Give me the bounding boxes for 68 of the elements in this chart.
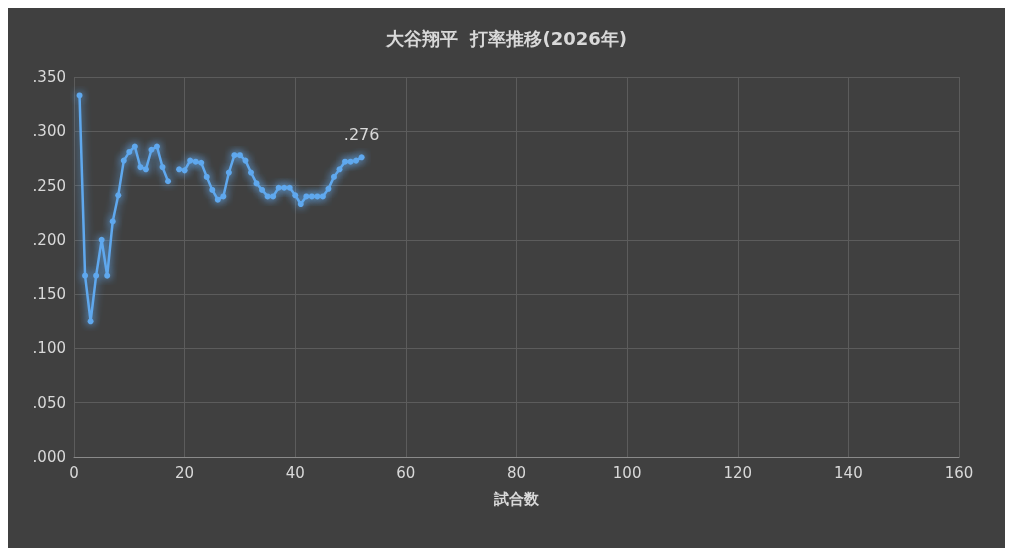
point (358, 154, 365, 161)
point (286, 184, 293, 191)
point (148, 146, 155, 153)
point (214, 196, 221, 203)
x-tick-label: 120 (723, 463, 753, 482)
point (281, 184, 288, 191)
point (275, 184, 282, 191)
point (336, 166, 343, 173)
y-tick-label: .050 (32, 393, 66, 412)
point (76, 92, 83, 99)
point (137, 164, 144, 171)
point (192, 158, 199, 165)
point (187, 157, 194, 164)
point (93, 272, 100, 279)
point (176, 166, 183, 173)
point (198, 159, 205, 166)
y-tick-label: .000 (32, 448, 66, 466)
x-tick-label: 0 (69, 463, 79, 482)
point (270, 193, 277, 200)
point (109, 218, 116, 225)
x-tick-label: 20 (175, 463, 195, 482)
point (98, 236, 105, 243)
y-tick-label: .350 (32, 68, 66, 86)
point (297, 201, 304, 208)
chart-title: 大谷翔平 打率推移(2026年) (384, 27, 628, 49)
point (131, 143, 138, 150)
point (342, 158, 349, 165)
point (248, 169, 254, 176)
point (120, 157, 127, 164)
point (209, 186, 216, 193)
point (292, 192, 299, 199)
point (308, 193, 315, 200)
point (353, 157, 360, 164)
point (181, 167, 188, 174)
point (126, 148, 133, 155)
point (242, 157, 249, 164)
y-tick-label: .100 (32, 339, 66, 358)
point (225, 169, 232, 176)
x-tick-label: 60 (396, 463, 416, 482)
x-tick-label: 160 (944, 463, 974, 482)
point (319, 193, 326, 200)
point (159, 164, 166, 171)
point (165, 178, 172, 185)
data-label: .276 (343, 124, 380, 144)
point (314, 193, 321, 200)
point (82, 272, 89, 279)
point (253, 180, 260, 187)
x-tick-label: 100 (612, 463, 642, 482)
point (203, 173, 210, 180)
point (115, 192, 122, 199)
x-axis-title: 試合数 (493, 489, 540, 508)
point (153, 143, 160, 150)
point (236, 152, 243, 159)
x-tick-label: 140 (834, 463, 863, 482)
point (330, 173, 337, 180)
point (259, 186, 266, 193)
point (325, 185, 332, 192)
x-tick-label: 80 (506, 463, 527, 482)
y-tick-label: .300 (32, 122, 66, 141)
point (87, 318, 94, 325)
point (142, 166, 149, 173)
y-tick-label: .150 (32, 285, 66, 304)
point (231, 152, 238, 159)
point (104, 272, 111, 279)
point (220, 193, 227, 200)
y-tick-label: .200 (32, 230, 66, 249)
y-tick-label: .250 (32, 176, 66, 195)
x-tick-label: 40 (285, 463, 305, 482)
